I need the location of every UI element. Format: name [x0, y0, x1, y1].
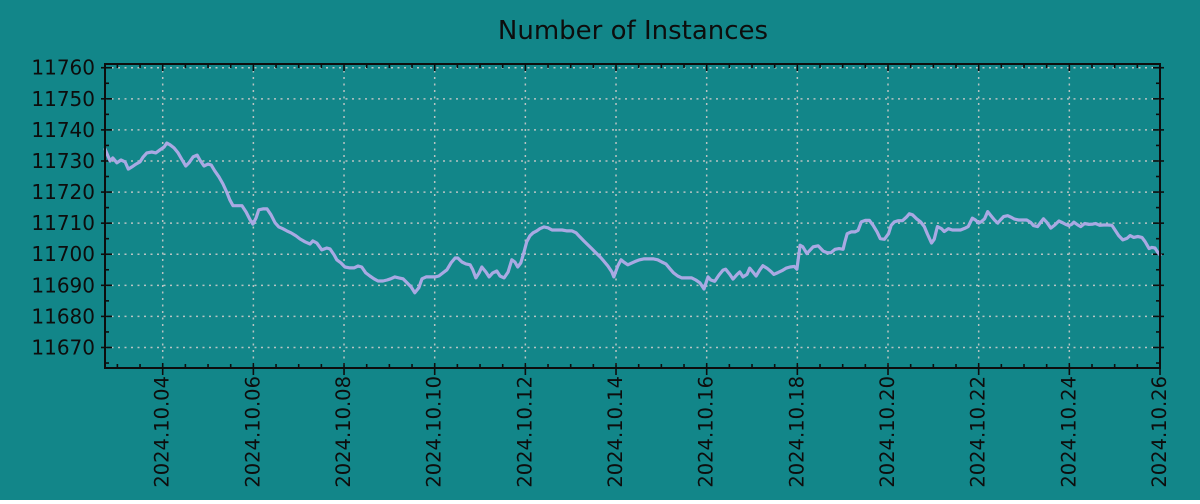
x-tick-label: 2024.10.08 [332, 376, 355, 488]
y-tick-label: 11760 [31, 56, 95, 80]
x-tick-label: 2024.10.20 [876, 376, 899, 488]
y-tick-label: 11700 [31, 242, 95, 266]
chart-title: Number of Instances [498, 16, 768, 46]
instances-series-line [103, 141, 1162, 295]
y-tick-label: 11730 [31, 149, 95, 173]
y-tick-label: 11740 [31, 118, 95, 142]
x-tick-label: 2024.10.24 [1057, 376, 1080, 488]
x-tick-label: 2024.10.14 [604, 376, 627, 488]
plot-frame [104, 63, 1161, 369]
series [103, 141, 1162, 295]
y-tick-label: 11690 [31, 273, 95, 297]
x-tick-label: 2024.10.12 [513, 376, 536, 488]
x-tick-label: 2024.10.16 [695, 376, 718, 488]
y-tick-label: 11750 [31, 87, 95, 111]
x-tick-label: 2024.10.10 [423, 376, 446, 488]
y-tick-label: 11720 [31, 180, 95, 204]
x-tick-label: 2024.10.26 [1148, 376, 1171, 488]
y-tick-label: 11710 [31, 211, 95, 235]
x-tick-label: 2024.10.06 [241, 376, 264, 488]
y-tick-label: 11670 [31, 335, 95, 359]
x-tick-label: 2024.10.22 [967, 376, 990, 488]
grid [105, 64, 1161, 368]
x-tick-label: 2024.10.18 [785, 376, 808, 488]
y-tick-label: 11680 [31, 304, 95, 328]
axis-tick-labels: 11670 11680 11690 11700 11710 11720 11730 11740… [31, 56, 1171, 488]
x-tick-label: 2024.10.04 [151, 376, 174, 488]
